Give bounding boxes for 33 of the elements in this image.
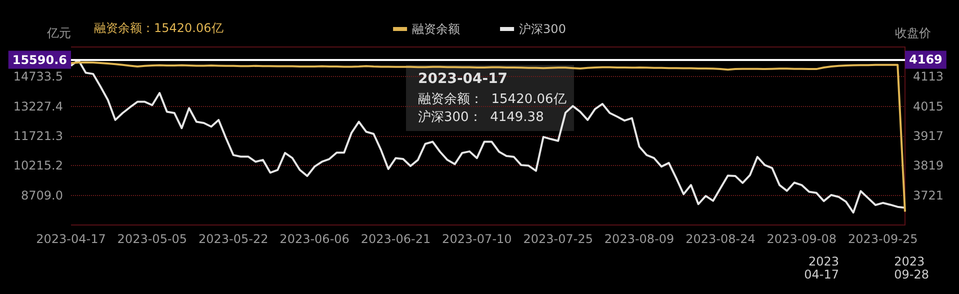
y2-axis-title: 收盘价 <box>895 26 931 40</box>
x-tick-label: 2023-09-08 <box>766 232 837 246</box>
text: 2023 04-17 <box>804 254 839 282</box>
y-tick-label: 10215.2 <box>13 158 63 173</box>
annotation: 2023-04-17 <box>418 71 508 87</box>
text: 融资余额：15420.06亿 <box>94 21 224 35</box>
annotation: 沪深300： 4149.38 <box>418 109 544 125</box>
y2-tick-label: 3819 <box>913 158 944 173</box>
x-tick-label: 2023-08-24 <box>686 232 756 246</box>
y2-tick-label: 3721 <box>913 188 944 202</box>
annotation: 融资余额： 15420.06亿 <box>418 92 566 107</box>
y-axis-title: 亿元 <box>46 26 71 40</box>
x-tick-label: 2023-08-09 <box>604 232 674 246</box>
text: 2023 09-28 <box>894 254 930 282</box>
y-tick-label: 14733.5 <box>13 70 63 84</box>
y2-tick-label: 3917 <box>913 129 944 143</box>
y2-tick-label: 4113 <box>913 70 944 84</box>
x-tick-label: 2023-06-06 <box>280 232 350 246</box>
x-tick-label: 2023-05-05 <box>117 232 188 246</box>
ref-line-label: 15590.6 <box>12 52 67 67</box>
x-tick-label: 2023-05-22 <box>198 232 268 246</box>
x-tick-label: 2023-04-17 <box>36 232 106 246</box>
y-tick-label: 11721.3 <box>13 129 63 143</box>
legend-label: 沪深300 <box>519 22 566 36</box>
x-tick-label: 2023-06-21 <box>360 232 431 246</box>
y-tick-label: 13227.4 <box>13 99 63 114</box>
x-tick-label: 2023-07-10 <box>442 232 512 246</box>
y2-tick-label: 4015 <box>913 99 944 114</box>
y-tick-label: 8709.0 <box>21 188 63 202</box>
x-tick-label: 2023-07-25 <box>523 232 593 246</box>
ref-line-label: 4169 <box>909 52 942 67</box>
legend-label: 融资余额 <box>412 22 460 36</box>
x-tick-label: 2023-09-25 <box>848 232 918 246</box>
